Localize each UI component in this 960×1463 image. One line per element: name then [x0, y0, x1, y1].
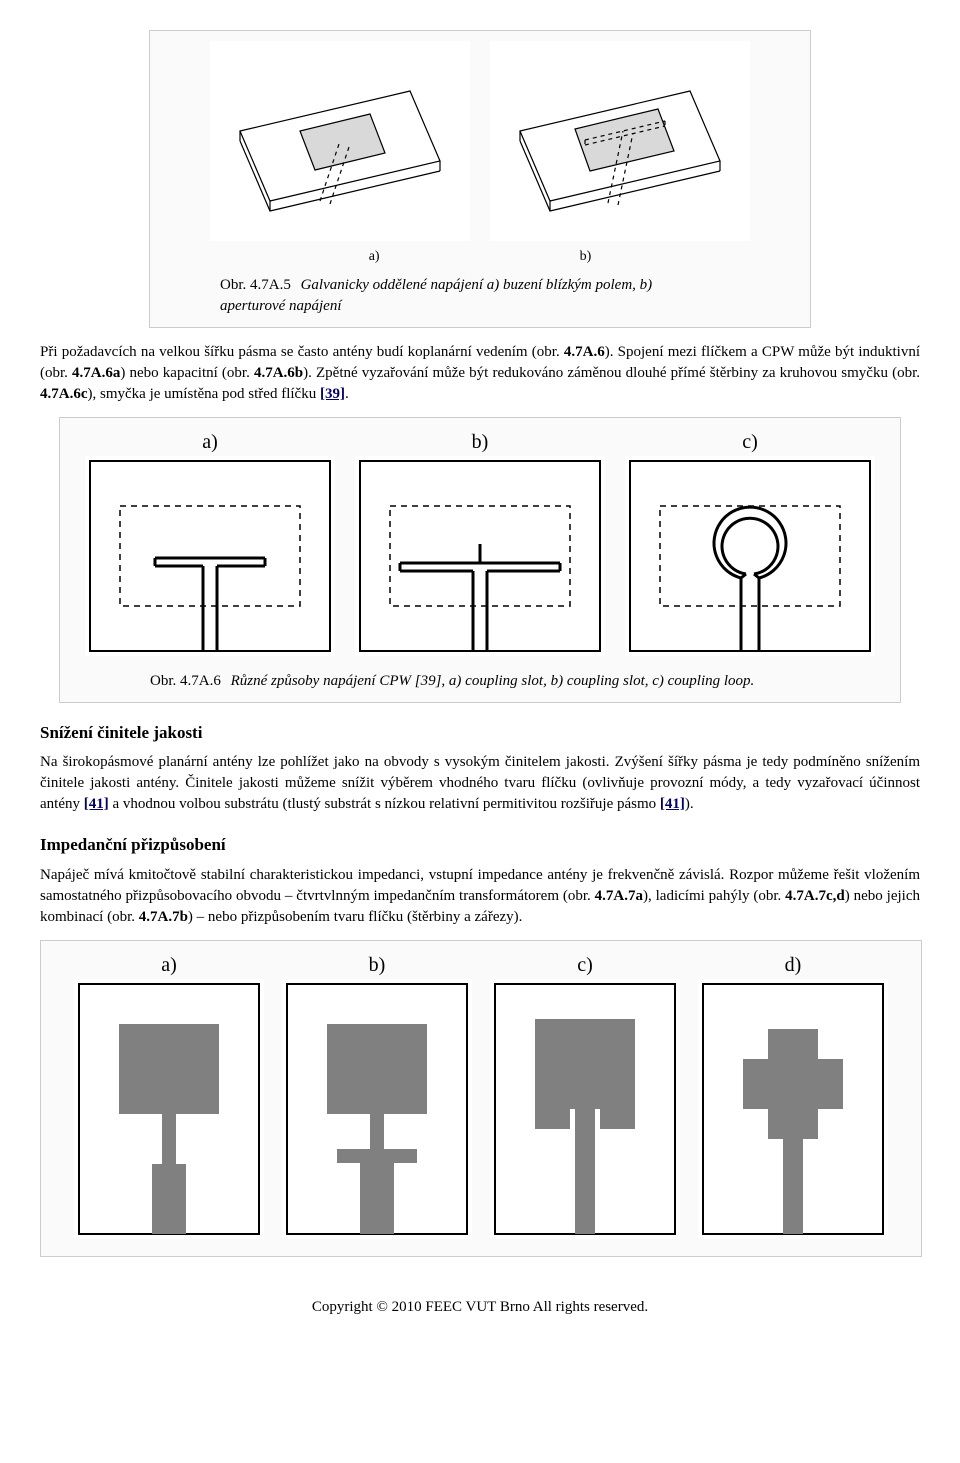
fig5-panel-b — [490, 41, 750, 241]
fig5-label: Obr. 4.7A.5 — [220, 277, 297, 293]
fig6-panel-a — [85, 456, 335, 656]
fig5-sublabel-a: a) — [369, 247, 380, 267]
fig6-caption: Různé způsoby napájení CPW [39], a) coup… — [231, 673, 755, 689]
fig7-panel-a — [74, 979, 264, 1239]
fig7-panel-d — [698, 979, 888, 1239]
heading-quality-factor: Snížení činitele jakosti — [40, 721, 920, 745]
fig7-sublabel-b: b) — [282, 951, 472, 979]
fig6-panel-b — [355, 456, 605, 656]
paragraph-3: Napáječ mívá kmitočtově stabilní charakt… — [40, 865, 920, 928]
fig5-panel-a — [210, 41, 470, 241]
cite-39[interactable]: [39] — [320, 386, 345, 402]
heading-impedance-matching: Impedanční přizpůsobení — [40, 833, 920, 857]
figure-4-7a-7: a) b) — [40, 940, 922, 1257]
fig7-sublabel-c: c) — [490, 951, 680, 979]
cite-41-a[interactable]: [41] — [84, 796, 109, 812]
fig6-label: Obr. 4.7A.6 — [150, 673, 227, 689]
paragraph-1: Při požadavcích na velkou šířku pásma se… — [40, 342, 920, 405]
fig6-sublabel-c: c) — [625, 428, 875, 456]
figure-4-7a-5: a) b) Obr. 4.7A.5 Galvanicky oddělené na… — [149, 30, 811, 328]
paragraph-2: Na širokopásmové planární antény lze poh… — [40, 752, 920, 815]
footer-copyright: Copyright © 2010 FEEC VUT Brno All right… — [40, 1297, 920, 1318]
fig7-panel-b — [282, 979, 472, 1239]
fig7-panel-c — [490, 979, 680, 1239]
fig6-panel-c — [625, 456, 875, 656]
fig5-sublabel-b: b) — [580, 247, 592, 267]
fig7-sublabel-a: a) — [74, 951, 264, 979]
cite-41-b[interactable]: [41] — [660, 796, 685, 812]
fig6-sublabel-a: a) — [85, 428, 335, 456]
figure-4-7a-6: a) b) — [59, 417, 901, 703]
fig6-sublabel-b: b) — [355, 428, 605, 456]
fig7-sublabel-d: d) — [698, 951, 888, 979]
